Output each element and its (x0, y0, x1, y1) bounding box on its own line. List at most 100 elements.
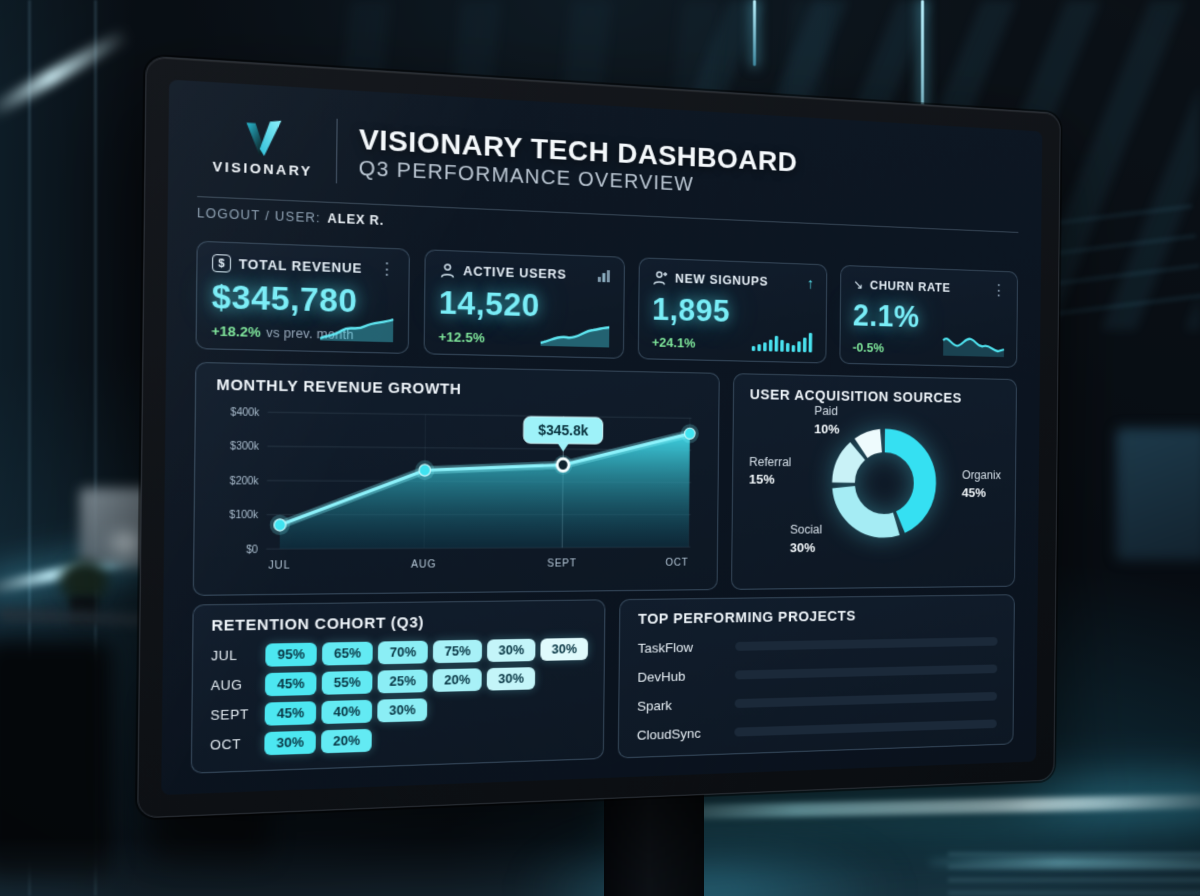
donut-label-social: Social 30% (789, 523, 823, 556)
kebab-menu-icon[interactable]: ⋮ (378, 259, 395, 279)
revenue-chart-title: MONTHLY REVENUE GROWTH (216, 377, 462, 399)
kpi-label: TOTAL REVENUE (238, 256, 363, 276)
cohort-cell: 65% (322, 641, 373, 666)
cohort-row: JUL 95% 65% 70% 75% 30% 30% (211, 637, 589, 668)
cohort-month-label: AUG (210, 677, 243, 694)
cohort-row: OCT 30% 20% (210, 722, 587, 757)
kpi-label: CHURN RATE (869, 278, 951, 295)
cohort-cell: 30% (487, 638, 536, 663)
cohort-row: SEPT 45% 40% 30% (210, 694, 587, 727)
acquisition-title: USER ACQUISITION SOURCES (749, 387, 963, 407)
project-name: TaskFlow (637, 639, 694, 656)
kpi-card-churn-rate: ↘ CHURN RATE ⋮ 2.1% -0.5% (839, 264, 1019, 368)
glass-frame-line (28, 0, 31, 896)
hanging-light-rod (753, 0, 756, 66)
cohort-row: AUG 45% 55% 25% 20% 30% (211, 666, 588, 698)
cohort-cell: 70% (377, 640, 428, 665)
project-row: TaskFlow (638, 631, 998, 657)
glow-tube-light (0, 549, 148, 595)
users-sparkline (539, 319, 612, 349)
cohort-cell: 95% (265, 642, 317, 667)
glass-frame-line (94, 0, 97, 896)
retention-cohort-card: RETENTION COHORT (Q3) JUL 95% 65% 70% 75% 30%… (190, 599, 606, 774)
revenue-line-chart: $400k $300k $200k $100k $0 $345.8k JUL AUG SEPT… (229, 407, 699, 573)
revenue-chart-card: MONTHLY REVENUE GROWTH $400k $300k $200k $1… (192, 361, 721, 596)
project-name: Spark (637, 697, 672, 714)
svg-text:$200k: $200k (230, 476, 260, 488)
projects-title: TOP PERFORMING PROJECTS (637, 608, 857, 628)
kpi-delta: +18.2% (211, 322, 261, 341)
dollar-icon: $ (211, 254, 232, 273)
user-plus-icon (652, 270, 668, 286)
window-blinds (948, 852, 1200, 896)
logout-link[interactable]: LOGOUT / USER: (196, 205, 322, 226)
visionary-v-icon (246, 119, 282, 157)
user-icon (439, 262, 456, 279)
signups-sparkline (751, 332, 813, 353)
cohort-title: RETENTION COHORT (Q3) (211, 614, 425, 635)
user-name: ALEX R. (327, 211, 385, 229)
kpi-card-active-users: ACTIVE USERS 14,520 +12.5% (423, 249, 625, 359)
cohort-cell: 25% (377, 669, 428, 694)
cohort-cell: 45% (264, 701, 317, 726)
svg-text:$0: $0 (246, 544, 258, 556)
revenue-sparkline (318, 313, 396, 344)
cohort-grid: JUL 95% 65% 70% 75% 30% 30% AUG 45% 55% 25% 20% 30%… (210, 637, 589, 757)
dashboard-screen: VISIONARY VISIONARY TECH DASHBOARD Q3 PE… (161, 79, 1043, 796)
chair-silhouette (0, 640, 112, 880)
cohort-cell: 55% (321, 670, 373, 695)
main-charts-row: MONTHLY REVENUE GROWTH $400k $300k $200k $1… (192, 361, 1017, 596)
project-row: Spark (637, 686, 998, 716)
kpi-card-total-revenue: $ TOTAL REVENUE ⋮ $345,780 +18.2% vs prev… (195, 240, 410, 354)
project-row: DevHub (637, 659, 998, 687)
svg-text:$345.8k: $345.8k (538, 423, 589, 440)
donut-label-organix: Organix 45% (961, 468, 1002, 500)
svg-text:$100k: $100k (229, 510, 259, 522)
plant-pot (70, 596, 98, 624)
monitor-bezel: VISIONARY VISIONARY TECH DASHBOARD Q3 PE… (137, 55, 1061, 819)
svg-text:AUG: AUG (411, 559, 437, 572)
header-titles: VISIONARY TECH DASHBOARD Q3 PERFORMANCE … (358, 123, 798, 202)
kpi-card-new-signups: NEW SIGNUPS ↑ 1,895 +24.1% (637, 257, 828, 364)
kpi-label: ACTIVE USERS (463, 264, 567, 282)
kpi-delta: +24.1% (651, 334, 696, 351)
cohort-month-label: SEPT (210, 707, 250, 724)
glow-light-strip (928, 858, 1200, 867)
project-bar-track (735, 636, 998, 651)
project-bar-track (734, 691, 998, 708)
trend-down-icon: ↘ (853, 276, 864, 292)
bar-chart-icon (597, 270, 610, 283)
logo-wordmark: VISIONARY (212, 158, 313, 180)
svg-text:$400k: $400k (230, 407, 260, 419)
project-row: CloudSync (637, 714, 997, 745)
kebab-menu-icon[interactable]: ⋮ (992, 281, 1006, 299)
acquisition-card: USER ACQUISITION SOURCES Organix 45% Soci… (731, 373, 1017, 590)
donut-label-referral: Referral 15% (748, 454, 792, 487)
project-name: CloudSync (636, 725, 701, 743)
svg-text:SEPT: SEPT (547, 558, 577, 570)
header-divider (335, 118, 338, 184)
monitor-stand (604, 788, 704, 896)
svg-text:JUL: JUL (268, 560, 290, 573)
floor (0, 838, 1200, 896)
kpi-label: NEW SIGNUPS (674, 271, 769, 289)
svg-text:OCT: OCT (665, 557, 688, 569)
projects-list: TaskFlow DevHub Spark CloudSync (637, 631, 998, 744)
cohort-cell: 30% (540, 637, 589, 661)
cohort-cell: 20% (321, 728, 372, 754)
kpi-row: $ TOTAL REVENUE ⋮ $345,780 +18.2% vs prev… (195, 240, 1019, 368)
top-projects-card: TOP PERFORMING PROJECTS TaskFlow DevHub … (617, 594, 1015, 759)
cohort-month-label: OCT (210, 737, 242, 753)
svg-text:$300k: $300k (230, 441, 260, 453)
donut-label-paid: Paid 10% (814, 404, 840, 437)
header: VISIONARY VISIONARY TECH DASHBOARD Q3 PE… (197, 98, 1019, 226)
cohort-cell: 45% (264, 671, 317, 697)
cohort-cell: 30% (486, 667, 536, 691)
project-bar-track (734, 664, 998, 679)
churn-sparkline (941, 331, 1006, 358)
cohort-cell: 75% (432, 639, 483, 664)
bottom-row: RETENTION COHORT (Q3) JUL 95% 65% 70% 75% 30%… (190, 594, 1015, 774)
project-bar-track (734, 718, 997, 737)
stand-glow (520, 828, 900, 896)
